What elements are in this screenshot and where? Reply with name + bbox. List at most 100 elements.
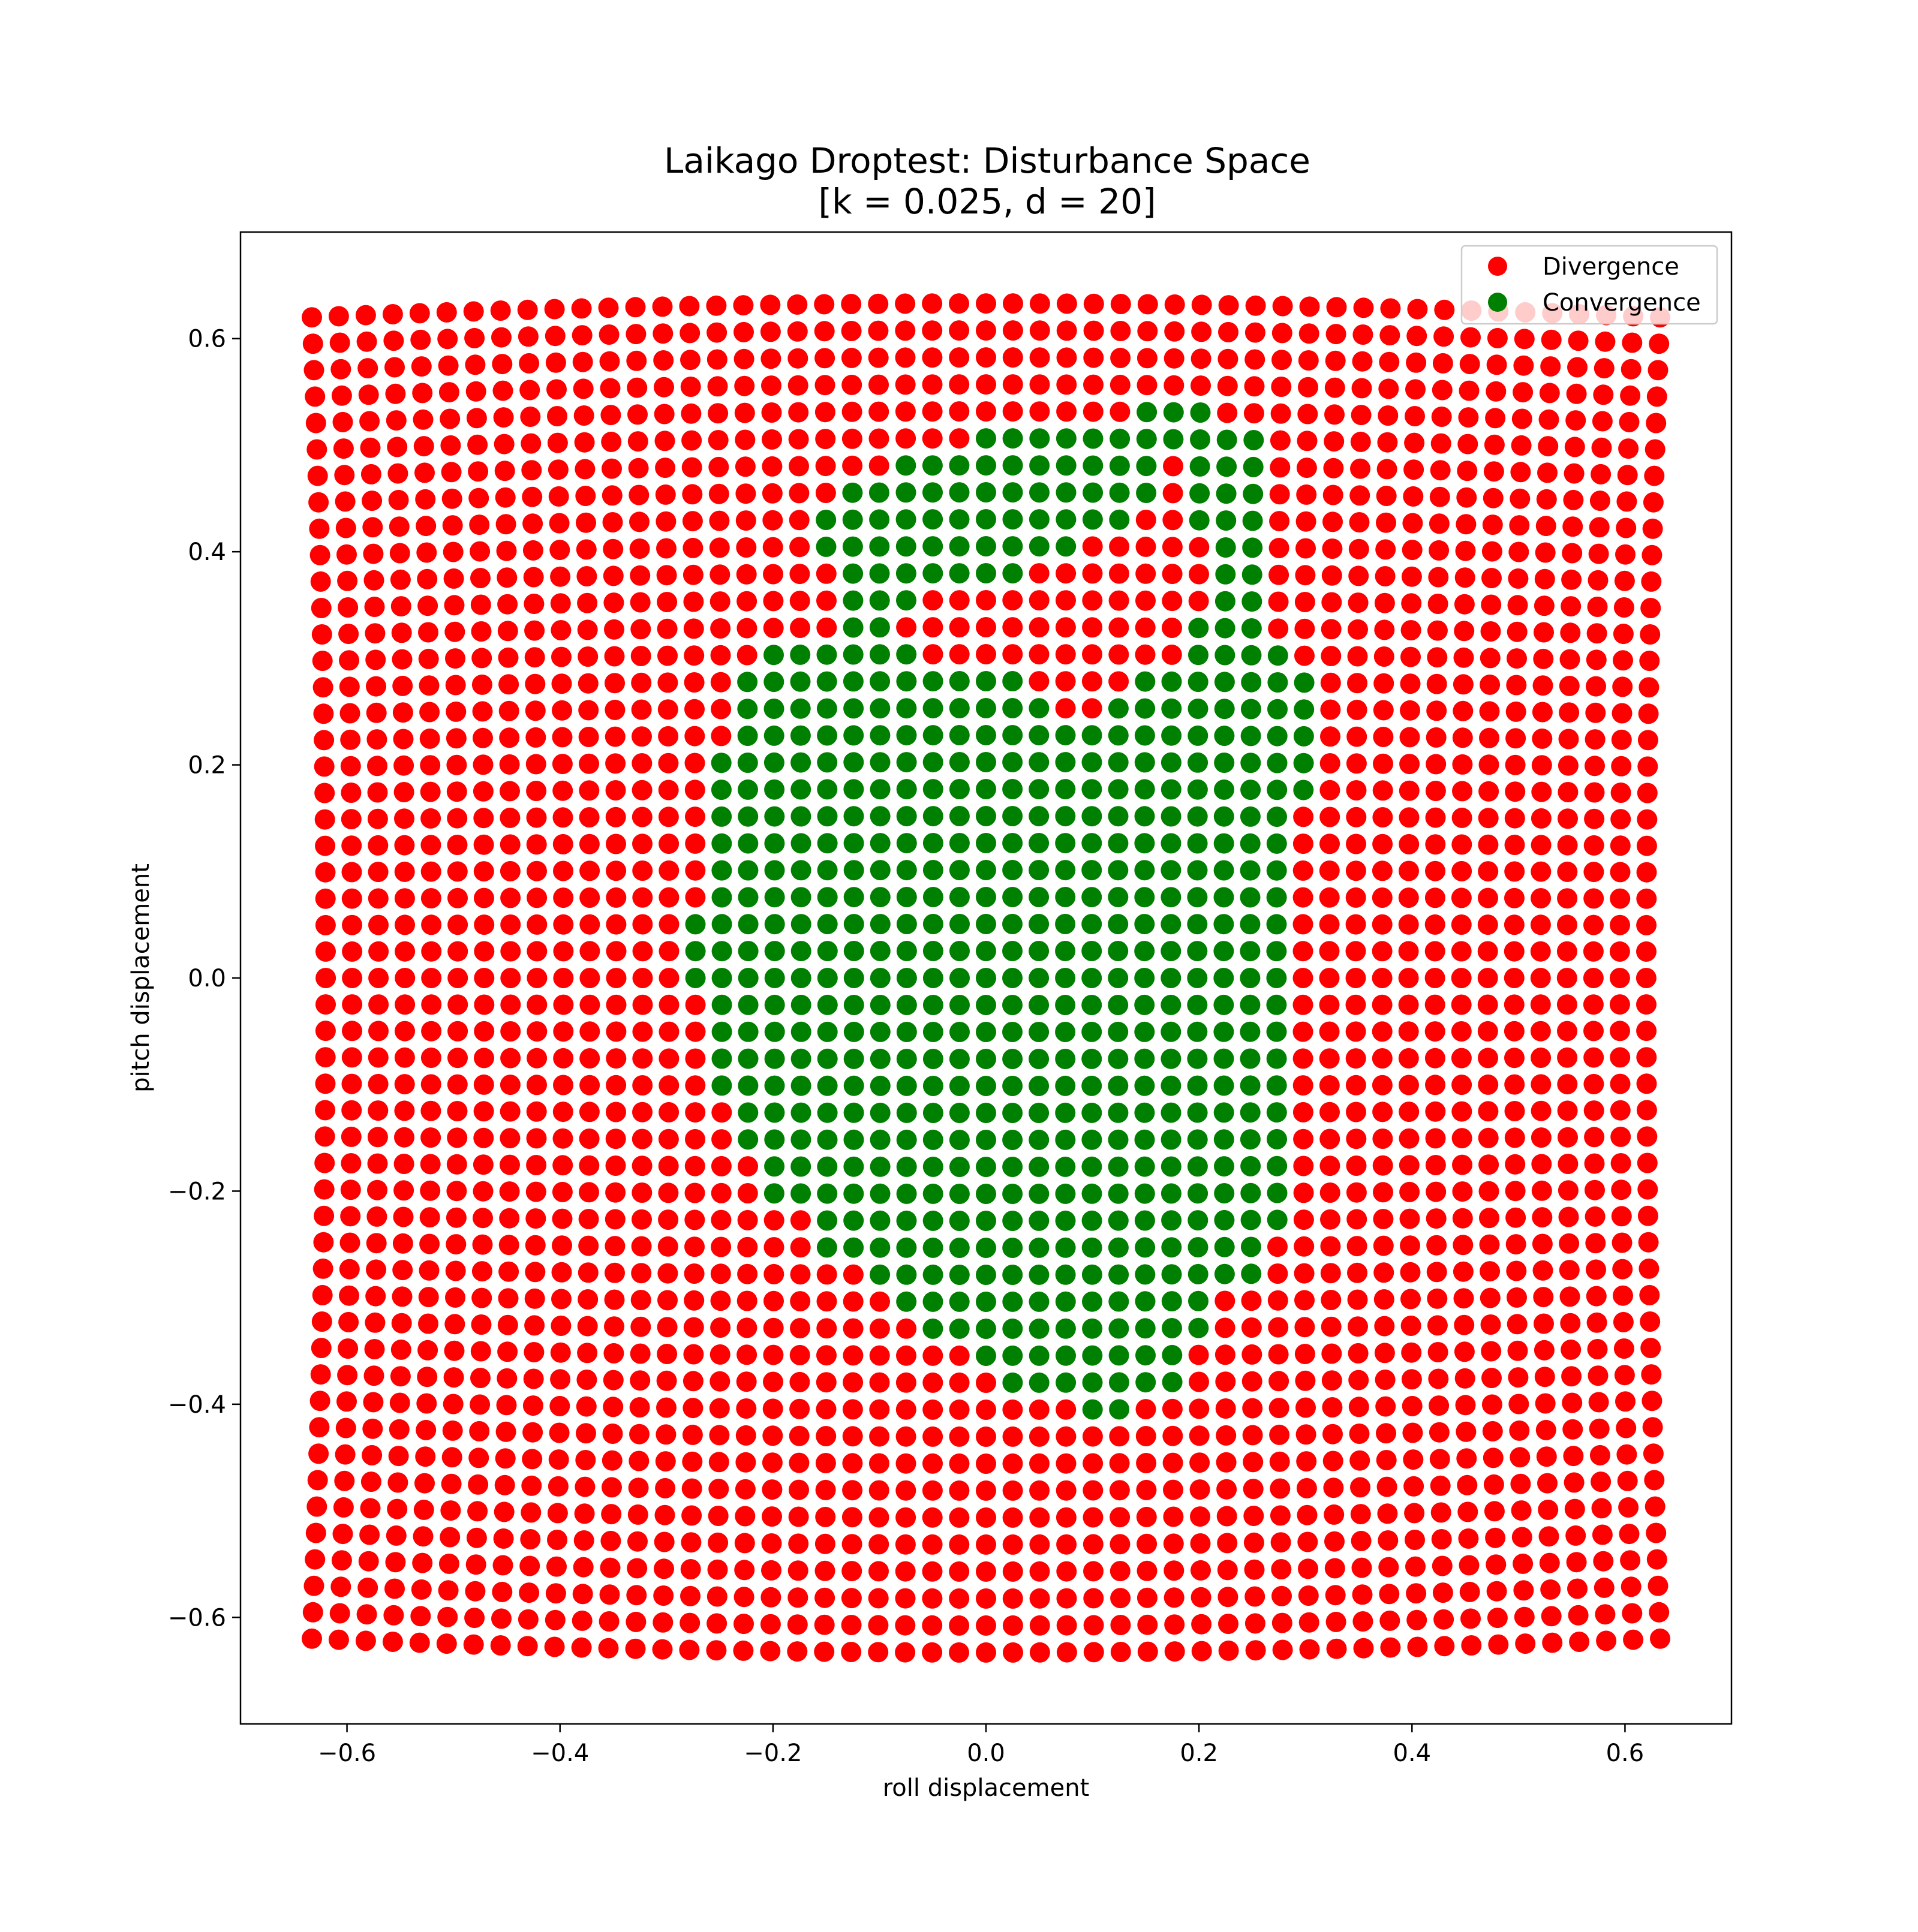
divergence-point [841, 1507, 862, 1528]
divergence-point [314, 783, 335, 804]
convergence-point [976, 1076, 996, 1096]
divergence-point [816, 1345, 837, 1366]
divergence-point [418, 648, 439, 669]
convergence-point [1161, 1183, 1182, 1204]
divergence-point [602, 485, 623, 506]
divergence-point [949, 1453, 970, 1474]
divergence-point [602, 1424, 623, 1444]
divergence-point [1451, 860, 1472, 881]
divergence-point [1535, 542, 1556, 563]
divergence-point [1296, 1477, 1317, 1498]
divergence-point [868, 401, 889, 422]
convergence-point [1055, 1183, 1076, 1204]
divergence-point [466, 1527, 487, 1548]
convergence-point [1055, 887, 1076, 907]
divergence-point [684, 672, 705, 693]
convergence-point [1161, 698, 1182, 719]
divergence-point [843, 1291, 864, 1312]
convergence-point [1108, 887, 1129, 908]
divergence-point [1216, 1506, 1237, 1527]
divergence-point [1082, 644, 1102, 665]
divergence-point [1434, 299, 1455, 320]
divergence-point [1056, 1642, 1077, 1663]
divergence-point [1002, 1615, 1023, 1636]
convergence-point [1187, 806, 1208, 827]
divergence-point [1347, 1262, 1367, 1283]
divergence-point [1324, 1504, 1345, 1525]
legend-marker-convergence [1488, 293, 1507, 312]
convergence-point [764, 941, 785, 962]
divergence-point [389, 1392, 410, 1413]
divergence-point [1479, 1208, 1499, 1229]
divergence-point [1591, 464, 1612, 484]
divergence-point [1002, 1453, 1023, 1474]
divergence-point [1610, 1100, 1631, 1121]
divergence-point [814, 1560, 835, 1581]
convergence-point [817, 941, 838, 962]
divergence-point [1299, 296, 1320, 317]
divergence-point [736, 537, 757, 558]
divergence-point [368, 835, 389, 856]
divergence-point [1002, 590, 1023, 611]
divergence-point [1504, 887, 1525, 908]
divergence-point [1298, 1612, 1319, 1633]
divergence-point [1459, 380, 1480, 401]
divergence-point [1319, 887, 1340, 908]
divergence-point [1401, 566, 1422, 587]
convergence-point [1240, 1075, 1261, 1096]
divergence-point [761, 1560, 781, 1581]
divergence-point [1398, 968, 1419, 988]
convergence-point [1108, 1075, 1129, 1096]
divergence-point [313, 1232, 334, 1253]
divergence-point [1319, 1021, 1340, 1042]
convergence-point [922, 455, 943, 476]
divergence-point [737, 1183, 758, 1203]
divergence-point [868, 1615, 889, 1636]
convergence-point [843, 725, 864, 746]
convergence-point [790, 1129, 811, 1150]
divergence-point [1399, 754, 1420, 775]
divergence-point [1349, 1424, 1370, 1444]
convergence-point [949, 725, 970, 745]
divergence-point [606, 914, 627, 935]
divergence-point [315, 941, 336, 962]
divergence-point [656, 1397, 677, 1418]
divergence-point [367, 808, 388, 829]
divergence-point [630, 592, 651, 613]
divergence-point [464, 1608, 485, 1629]
divergence-point [576, 1396, 597, 1417]
divergence-point [392, 675, 413, 696]
divergence-point [1639, 1258, 1660, 1279]
divergence-point [305, 1522, 326, 1543]
divergence-point [1650, 1628, 1670, 1649]
divergence-point [1243, 1479, 1264, 1500]
divergence-point [474, 968, 495, 988]
divergence-point [708, 403, 729, 424]
divergence-point [708, 1452, 729, 1473]
divergence-point [1271, 1585, 1292, 1606]
divergence-point [1083, 401, 1104, 422]
divergence-point [1561, 569, 1582, 590]
convergence-point [1110, 428, 1131, 449]
divergence-point [625, 297, 646, 318]
divergence-point [1453, 1261, 1474, 1282]
divergence-point [632, 806, 653, 827]
divergence-point [1272, 296, 1293, 317]
divergence-point [444, 1314, 465, 1335]
divergence-point [1401, 593, 1422, 614]
convergence-point [1029, 1237, 1050, 1258]
divergence-point [1538, 1499, 1559, 1520]
divergence-point [708, 430, 729, 450]
divergence-point [657, 645, 678, 666]
divergence-point [1591, 437, 1612, 458]
divergence-point [1399, 1181, 1420, 1202]
divergence-point [386, 410, 407, 431]
divergence-point [653, 1585, 674, 1606]
divergence-point [1029, 401, 1050, 422]
convergence-point [790, 914, 811, 935]
divergence-point [447, 1127, 468, 1148]
divergence-point [736, 591, 757, 612]
divergence-point [790, 618, 810, 638]
divergence-point [366, 1206, 387, 1227]
convergence-point [1002, 1372, 1023, 1393]
